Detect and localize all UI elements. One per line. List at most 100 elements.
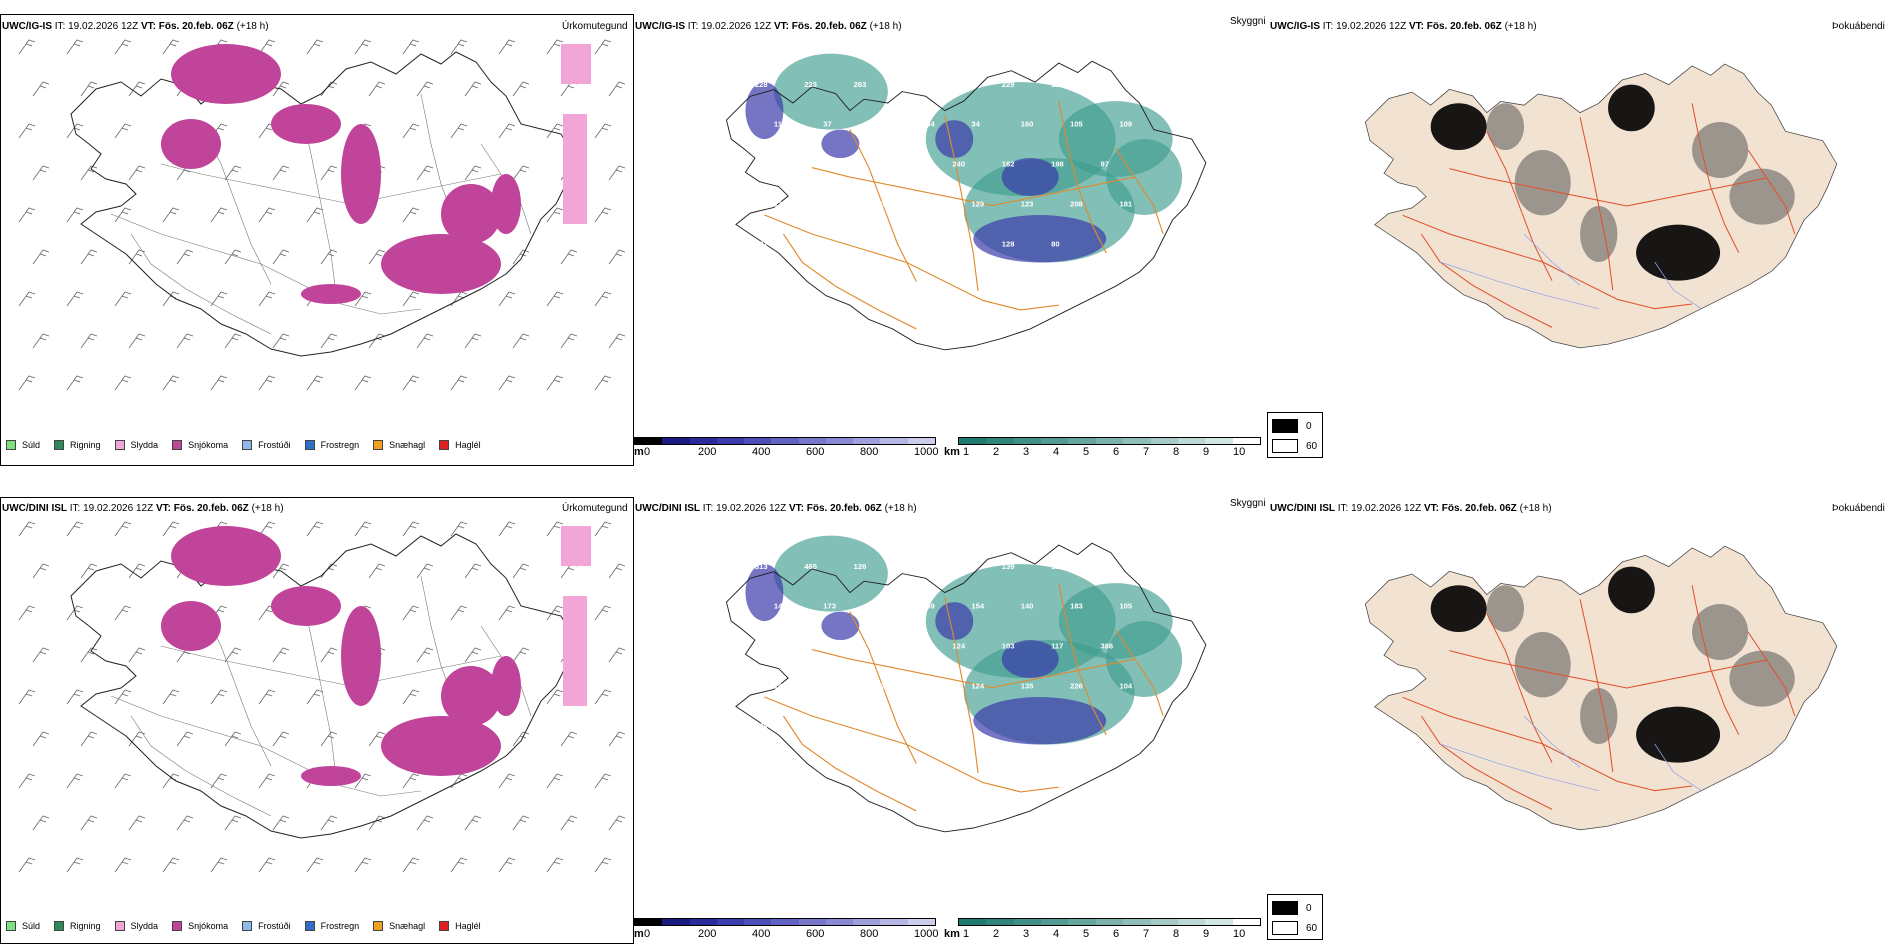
- height-label: 237: [823, 199, 836, 208]
- height-label: 181: [1119, 199, 1132, 208]
- wind-barb: [32, 333, 50, 349]
- colorbar-cell: [986, 919, 1014, 925]
- wind-barb: [512, 165, 530, 181]
- lead-time: (+18 h): [236, 21, 269, 32]
- road: [811, 166, 1135, 207]
- legend-swatch: [54, 921, 65, 931]
- height-label: 187: [903, 562, 916, 571]
- colorbar-cell: [959, 438, 987, 444]
- colorbar-cell: [689, 919, 717, 925]
- colorbar-tick: 800: [860, 446, 879, 458]
- colorbar-tick: 9: [1203, 928, 1210, 940]
- wind-barb: [546, 857, 564, 873]
- height-label: 162: [1002, 160, 1015, 169]
- colorbar-tick: 400: [752, 446, 771, 458]
- wind-barb: [320, 647, 338, 663]
- colorbar-cell: [1232, 919, 1260, 925]
- road: [110, 695, 422, 797]
- colorbar-tick: 6: [1113, 446, 1120, 458]
- wind-barb: [114, 291, 132, 307]
- colorbar-cell: [907, 919, 935, 925]
- fog-area: [1580, 205, 1618, 263]
- height-label: 240: [952, 160, 965, 169]
- wind-barb: [18, 857, 36, 873]
- colorbar-tick: 200: [698, 446, 717, 458]
- height-label: 105: [1070, 120, 1083, 129]
- legend-item: Snjókoma: [172, 921, 228, 931]
- wind-barb: [306, 689, 324, 705]
- height-label: 107: [755, 642, 768, 651]
- legend-item: Slydda: [114, 440, 158, 450]
- colorbar-cell: [825, 438, 854, 444]
- legend-item: Rigning: [54, 440, 101, 450]
- wind-barb: [114, 689, 132, 705]
- colorbar-cell: [798, 438, 826, 444]
- wind-barb: [560, 731, 578, 747]
- snow-area: [441, 184, 501, 244]
- wind-barb: [498, 521, 516, 537]
- wind-barb: [80, 731, 98, 747]
- snow-area: [381, 716, 501, 776]
- precip-legend: Súld Rigning Slydda Snjókoma Frostúði Frostre…: [6, 921, 495, 931]
- wind-barb: [608, 731, 626, 747]
- wind-barb: [258, 857, 276, 873]
- wind-barb: [18, 605, 36, 621]
- wind-barb: [368, 81, 386, 97]
- colorbar-tick: 10: [1233, 446, 1246, 458]
- wind-barb: [162, 521, 180, 537]
- snow-area: [341, 606, 381, 706]
- wind-barb: [320, 333, 338, 349]
- valid-time: Fös. 20.feb. 06Z: [173, 503, 249, 514]
- model-name: UWC/IG-IS: [1270, 21, 1320, 32]
- colorbar-cell: [662, 438, 690, 444]
- height-label: 123: [1021, 199, 1034, 208]
- colorbar-cell: [662, 919, 690, 925]
- wind-barb: [128, 249, 146, 265]
- wind-barb: [32, 731, 50, 747]
- wind-barb: [176, 815, 194, 831]
- wind-barb: [32, 81, 50, 97]
- height-label: 110: [952, 239, 964, 248]
- colorbar-tick: 400: [752, 928, 771, 940]
- road: [130, 233, 272, 335]
- wind-barb: [416, 81, 434, 97]
- colorbar-tick: 2: [993, 446, 1000, 458]
- wind-barb: [18, 375, 36, 391]
- cloudbase-unit: m: [634, 928, 644, 940]
- precip-panel-frame: [0, 497, 634, 944]
- river: [1654, 743, 1702, 791]
- legend-label: Snæhagl: [389, 440, 426, 450]
- valid-label: VT:: [1423, 503, 1439, 514]
- colorbar-tick: 4: [1053, 928, 1060, 940]
- wind-barb: [114, 39, 132, 55]
- legend-item: Súld: [6, 921, 40, 931]
- snow-area: [301, 766, 361, 786]
- wind-barb: [546, 605, 564, 621]
- height-label: 208: [1070, 199, 1083, 208]
- cloudbase-area: [973, 697, 1107, 745]
- model-name: UWC/DINI ISL: [635, 503, 700, 514]
- legend-item: Snæhagl: [373, 440, 425, 450]
- wind-barb: [402, 521, 420, 537]
- height-labels: 228 223 263 232 454 229 129 66 118 37 61 184 34 160 10…: [755, 80, 1132, 248]
- road: [1420, 715, 1553, 810]
- wind-barb: [306, 375, 324, 391]
- road: [1115, 630, 1164, 717]
- wind-barb: [80, 249, 98, 265]
- wind-barb: [546, 39, 564, 55]
- height-label: 263: [854, 80, 867, 89]
- wind-barb: [258, 375, 276, 391]
- model-name: UWC/DINI ISL: [2, 503, 67, 514]
- wind-barb: [546, 521, 564, 537]
- wind-barb: [450, 123, 468, 139]
- height-label: 124: [971, 681, 984, 690]
- visibility-colorbar: [958, 437, 1261, 445]
- fog-key-swatch: [1272, 439, 1298, 453]
- road: [1486, 613, 1553, 763]
- road: [764, 214, 1059, 311]
- wind-barb: [450, 605, 468, 621]
- iceland-coastline: [725, 542, 1207, 833]
- snow-area: [271, 104, 341, 144]
- height-label: 184: [922, 120, 935, 129]
- visibility-cells: [958, 437, 1261, 445]
